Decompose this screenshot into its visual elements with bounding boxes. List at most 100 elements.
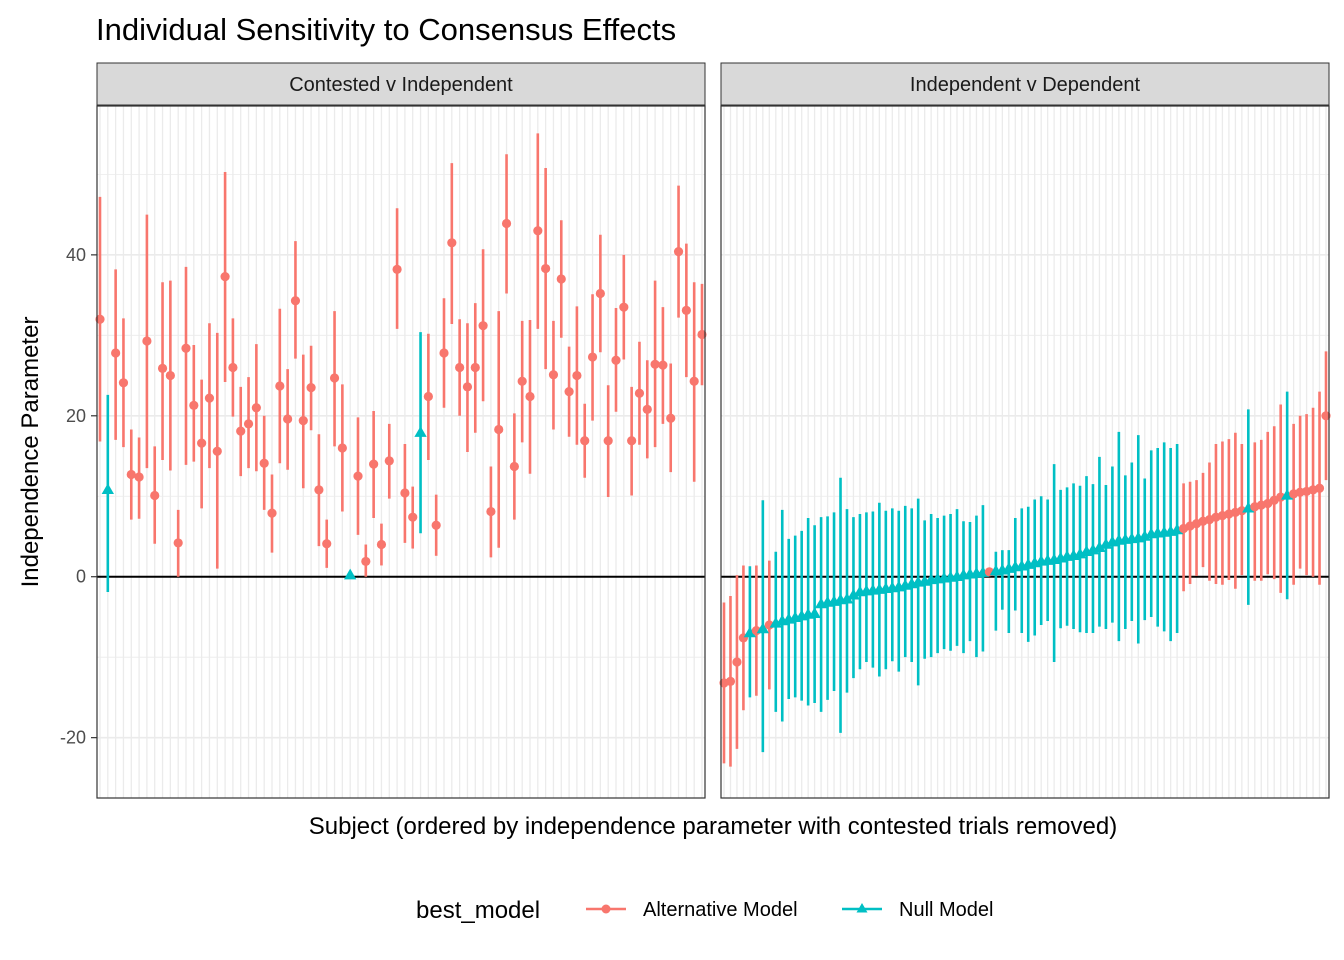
data-point-null-model: [847, 588, 860, 600]
data-point-alternative-model: [595, 288, 605, 299]
data-point-null-model: [414, 426, 427, 437]
data-point-alternative-model: [181, 343, 191, 353]
data-point-alternative-model: [517, 376, 527, 386]
data-point-alternative-model: [587, 352, 598, 362]
data-point-alternative-model: [627, 436, 637, 446]
data-point-null-model: [1170, 523, 1184, 535]
data-point-alternative-model: [376, 539, 387, 550]
data-point-alternative-model: [408, 512, 418, 522]
data-point-alternative-model: [673, 247, 684, 257]
data-point-alternative-model: [658, 360, 668, 370]
data-point-alternative-model: [470, 362, 480, 373]
data-point-alternative-model: [275, 381, 285, 391]
panel-right: Independent v Dependent: [719, 62, 1331, 799]
data-point-alternative-model: [494, 424, 504, 435]
data-point-alternative-model: [290, 296, 301, 306]
data-point-alternative-model: [189, 400, 199, 410]
data-point-alternative-model: [462, 382, 473, 392]
legend-label-alternative: Alternative Model: [643, 899, 798, 921]
data-point-alternative-model: [384, 456, 394, 466]
y-tick-label: -20: [60, 728, 86, 748]
data-point-alternative-model: [392, 264, 402, 274]
data-point-alternative-model: [361, 556, 371, 567]
panel-right-grid: [721, 106, 1329, 798]
data-point-alternative-model: [322, 539, 332, 549]
data-point-null-model: [808, 607, 821, 618]
data-point-alternative-model: [478, 321, 488, 331]
data-point-alternative-model: [329, 373, 340, 383]
panel-left-border: [96, 105, 706, 799]
data-point-alternative-model: [236, 426, 246, 436]
data-point-alternative-model: [509, 461, 519, 472]
data-point-alternative-model: [423, 391, 433, 402]
data-point-alternative-model: [204, 393, 215, 403]
data-point-alternative-model: [95, 314, 105, 324]
data-point-alternative-model: [455, 362, 465, 373]
data-point-null-model: [101, 483, 114, 495]
data-point-null-model: [1242, 501, 1255, 513]
data-point-alternative-model: [173, 538, 183, 548]
data-point-null-model: [743, 626, 757, 638]
data-point-alternative-model: [603, 436, 613, 446]
data-point-alternative-model: [1314, 483, 1325, 493]
legend-key-triangle: [856, 903, 868, 913]
data-point-alternative-model: [666, 413, 676, 423]
data-point-alternative-model: [298, 416, 308, 426]
data-point-alternative-model: [314, 485, 324, 495]
data-point-alternative-model: [157, 363, 168, 373]
data-point-alternative-model: [165, 370, 175, 381]
data-point-alternative-model: [556, 274, 566, 284]
legend-key-circle: [601, 904, 611, 914]
data-point-alternative-model: [1321, 411, 1331, 421]
data-point-alternative-model: [142, 336, 152, 346]
data-point-alternative-model: [525, 391, 535, 402]
data-point-alternative-model: [634, 388, 645, 398]
data-point-alternative-model: [697, 329, 707, 340]
panel-left: Contested v Independent: [95, 62, 707, 799]
data-point-alternative-model: [126, 469, 136, 480]
data-point-alternative-model: [619, 302, 629, 312]
data-point-alternative-model: [400, 488, 410, 498]
data-point-null-model: [1093, 541, 1106, 552]
x-axis-title: Subject (ordered by independence paramet…: [309, 813, 1117, 840]
panel-left-strip: [96, 62, 706, 106]
data-point-alternative-model: [251, 403, 261, 413]
data-point-alternative-model: [431, 520, 441, 530]
legend-label-null: Null Model: [899, 899, 993, 921]
data-point-alternative-model: [220, 271, 230, 282]
data-point-alternative-model: [150, 490, 160, 501]
data-point-alternative-model: [243, 419, 254, 429]
data-point-alternative-model: [134, 472, 144, 482]
data-point-alternative-model: [212, 446, 222, 456]
data-point-alternative-model: [353, 471, 363, 481]
data-point-alternative-model: [689, 376, 699, 386]
chart-title: Individual Sensitivity to Consensus Effe…: [96, 12, 676, 47]
data-point-alternative-model: [1237, 506, 1247, 516]
legend: best_model Alternative Model Null Model: [416, 897, 993, 924]
data-point-null-model: [344, 568, 357, 580]
legend-title: best_model: [416, 897, 540, 924]
panel-right-strip: [720, 62, 1330, 106]
legend-item-alternative: Alternative Model: [586, 899, 798, 921]
data-point-alternative-model: [439, 348, 449, 358]
data-point-alternative-model: [548, 370, 559, 380]
panel-right-label: Independent v Dependent: [910, 74, 1141, 96]
data-point-alternative-model: [306, 383, 316, 393]
data-point-alternative-model: [732, 657, 742, 667]
data-point-alternative-model: [118, 378, 129, 388]
panel-left-marks: [95, 133, 707, 593]
panel-left-label: Contested v Independent: [289, 74, 513, 96]
data-point-null-model: [1280, 488, 1294, 500]
data-point-alternative-model: [259, 458, 269, 468]
data-point-alternative-model: [501, 218, 512, 229]
data-point-alternative-model: [572, 370, 582, 381]
y-tick-label: 0: [76, 567, 86, 587]
data-point-alternative-model: [111, 348, 121, 358]
y-axis: -20 0 20 40: [60, 245, 97, 748]
data-point-alternative-model: [228, 362, 238, 373]
data-point-alternative-model: [580, 436, 590, 446]
data-point-alternative-model: [283, 414, 293, 424]
panel-right-border: [720, 105, 1330, 799]
data-point-alternative-model: [533, 226, 543, 236]
